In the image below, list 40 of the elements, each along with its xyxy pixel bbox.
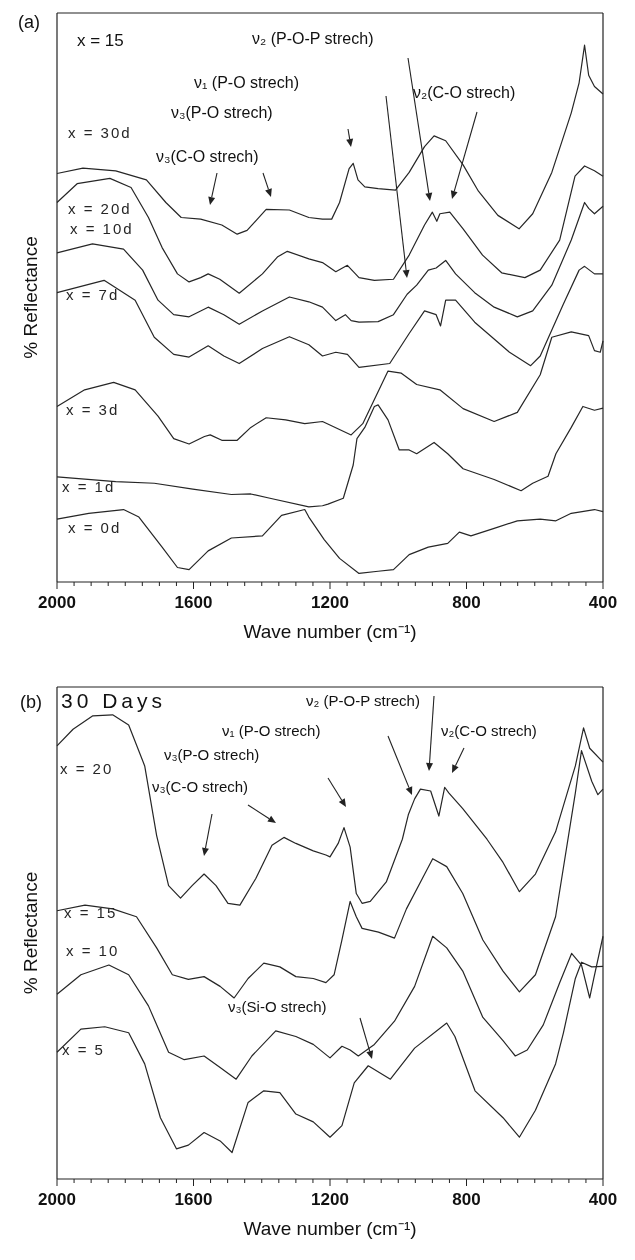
x-tick-label: 2000 — [38, 1190, 76, 1209]
x-tick-label: 400 — [588, 1190, 618, 1209]
annotation: ν₃(Si-O strech) — [228, 998, 327, 1015]
text: (a) — [18, 12, 40, 32]
x-tick-label: 400 — [588, 593, 618, 612]
annotation: ν₂(C-O strech) — [413, 84, 516, 101]
series-label: x = 20 — [60, 760, 114, 777]
x-axis-title: Wave number (cm⁻¹) — [243, 621, 417, 642]
annotation: ν₃(C-O strech) — [156, 148, 259, 165]
x-tick-label: 800 — [452, 593, 481, 612]
annotation: ν₂(C-O strech) — [441, 722, 537, 739]
annotation: x = 15 — [77, 31, 124, 50]
x-tick-label: 1600 — [174, 1190, 213, 1209]
series-label: x = 10d — [70, 220, 134, 237]
series-label: x = 1d — [62, 478, 116, 495]
series-label: x = 30d — [68, 124, 132, 141]
x-tick-label: 800 — [452, 1190, 481, 1209]
x-tick-label: 1600 — [174, 593, 213, 612]
x-tick-label: 1200 — [311, 593, 349, 612]
annotation: ν₁ (P-O strech) — [222, 722, 321, 739]
x-axis-title: Wave number (cm⁻¹) — [243, 1218, 417, 1239]
text: ν₂ (P-O-P strech) — [306, 692, 420, 709]
x-tick-label: 1200 — [311, 1190, 349, 1209]
series-label: x = 7d — [66, 286, 120, 303]
series-label: x = 3d — [66, 401, 120, 418]
series-label: x = 15 — [64, 904, 118, 921]
annotation: ν₃(P-O strech) — [171, 104, 273, 121]
series-label: x = 10 — [66, 942, 120, 959]
x-tick-label: 2000 — [38, 593, 76, 612]
annotation: ν₂ (P-O-P strech) — [252, 30, 374, 47]
annotation: ν₁ (P-O strech) — [194, 74, 299, 91]
y-axis-title: % Reflectance — [20, 871, 41, 995]
y-axis-title: % Reflectance — [20, 236, 41, 359]
text: 30 Days — [61, 689, 167, 712]
annotation: ν₃(C-O strech) — [152, 778, 249, 795]
series-label: x = 0d — [68, 519, 122, 536]
series-label: x = 5 — [62, 1041, 105, 1058]
series-label: x = 20d — [68, 200, 132, 217]
text: (b) — [20, 692, 42, 712]
annotation: ν₃(P-O strech) — [164, 746, 260, 763]
